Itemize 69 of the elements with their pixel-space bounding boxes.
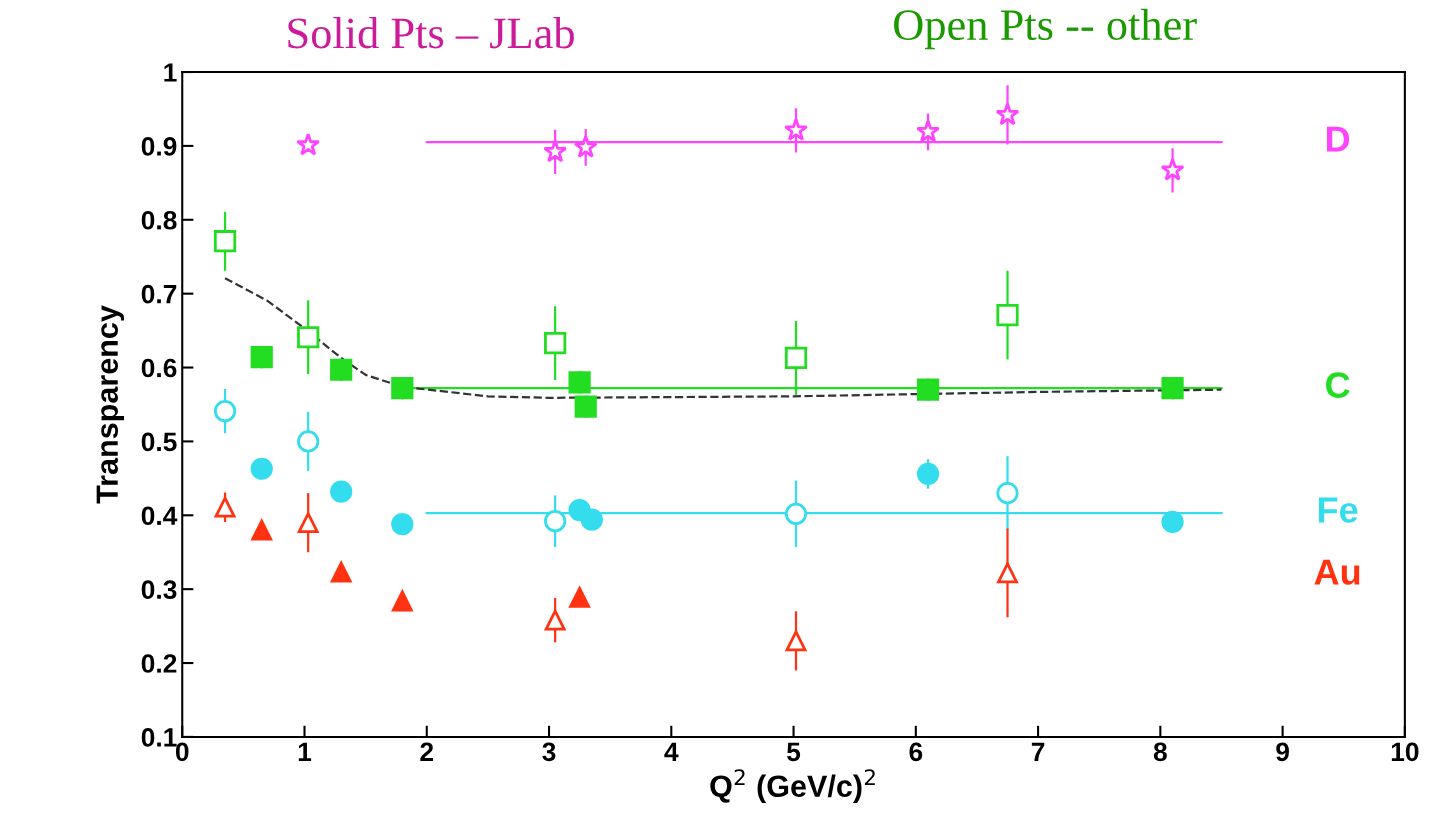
point (568, 371, 591, 394)
point (569, 586, 591, 608)
point (391, 588, 414, 612)
text: Fe (1318, 497, 1358, 523)
y-tick-label: 0.8 (141, 210, 177, 230)
point (996, 303, 1019, 327)
x-axis-title: Q$^{2}$ (GeV/c)$^{2}$ (710, 769, 875, 804)
point (544, 510, 567, 533)
y-tick-label: 0.7 (141, 284, 177, 304)
y-tick-label: 0.3 (141, 580, 177, 600)
point (250, 457, 273, 480)
point (544, 609, 566, 631)
y-tick-label: 0.4 (141, 506, 178, 526)
point (995, 102, 1020, 126)
point (916, 378, 940, 401)
point (213, 400, 237, 423)
point (297, 512, 319, 534)
x-tick-label: 7 (1031, 742, 1045, 761)
point (1161, 510, 1184, 534)
y-axis-title: Transparency (96, 305, 125, 504)
point (330, 358, 353, 381)
x-tick-label: 5 (787, 742, 801, 762)
point (213, 230, 237, 253)
point (580, 508, 603, 531)
x-tick-label: 1 (298, 742, 312, 761)
y-tick-label: 1 (164, 63, 177, 82)
point (250, 346, 273, 369)
point (784, 117, 808, 141)
point (543, 139, 568, 163)
y-tick-label: 0.5 (141, 432, 177, 452)
point (544, 332, 567, 355)
point (330, 561, 352, 583)
y-tick-label: 0.6 (141, 358, 177, 378)
point (784, 502, 808, 525)
point (391, 377, 414, 400)
x-tick-label: 4 (664, 742, 679, 761)
point (251, 519, 273, 541)
point (574, 395, 597, 418)
point (997, 562, 1018, 584)
x-tick-label: 3 (542, 742, 556, 762)
y-tick-label: 0.2 (141, 654, 177, 673)
point (296, 132, 321, 156)
chart-title: Solid Pts – JLab (288, 17, 574, 49)
y-tick-label: 0.9 (141, 137, 177, 156)
point (330, 480, 353, 503)
x-tick-label: 10 (1391, 742, 1419, 762)
point (214, 496, 236, 518)
x-tick-label: 8 (1153, 742, 1167, 762)
point (297, 430, 320, 453)
x-tick-label: 2 (420, 742, 434, 761)
point (1160, 157, 1185, 181)
point (573, 134, 598, 158)
point (297, 326, 320, 349)
point (1161, 377, 1184, 400)
point (996, 482, 1019, 505)
point (784, 346, 808, 370)
text: D (1327, 126, 1350, 152)
point (785, 630, 807, 652)
x-tick-label: 6 (909, 742, 923, 762)
point (916, 119, 940, 143)
x-tick-label: 0 (175, 742, 189, 762)
y-tick-label: 0.1 (141, 728, 177, 747)
point (916, 462, 940, 486)
chart-subtitle: Open Pts -- other (894, 8, 1197, 50)
text: C (1326, 372, 1350, 398)
text: Au (1314, 559, 1360, 585)
line-series (223, 277, 1223, 399)
point (391, 513, 414, 536)
x-tick-label: 9 (1276, 742, 1289, 762)
